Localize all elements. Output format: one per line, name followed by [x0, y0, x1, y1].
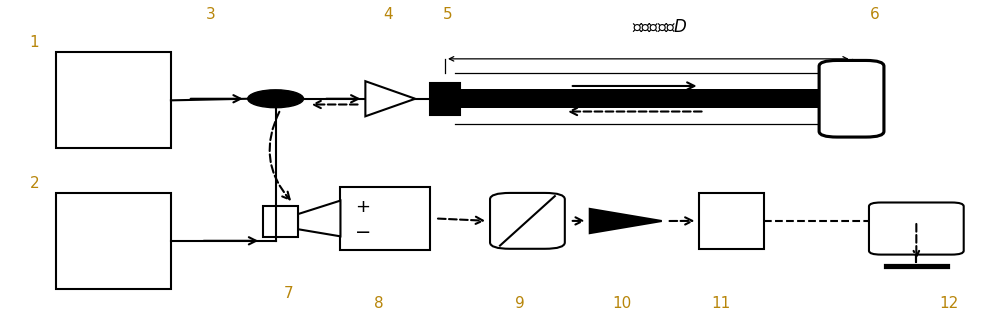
FancyBboxPatch shape	[490, 193, 565, 249]
Bar	[56, 193, 171, 289]
Bar	[699, 193, 764, 249]
Text: 8: 8	[374, 296, 383, 310]
Bar	[56, 52, 171, 148]
Polygon shape	[590, 209, 662, 233]
Text: +: +	[355, 198, 370, 216]
Text: 1: 1	[29, 35, 39, 50]
Text: 4: 4	[383, 7, 393, 22]
Bar	[460, 89, 819, 108]
Text: −: −	[355, 223, 371, 242]
Text: 11: 11	[712, 296, 731, 310]
Polygon shape	[365, 81, 415, 116]
Text: 5: 5	[443, 7, 453, 22]
Text: 6: 6	[870, 7, 880, 22]
Text: 12: 12	[939, 296, 958, 310]
Text: 目标距离：$D$: 目标距离：$D$	[632, 18, 688, 36]
Bar	[340, 186, 430, 251]
Text: 7: 7	[284, 286, 293, 301]
Bar	[263, 206, 298, 237]
Text: 3: 3	[206, 7, 216, 22]
Bar	[430, 83, 460, 115]
Text: 2: 2	[29, 176, 39, 191]
Circle shape	[248, 90, 304, 108]
Text: 10: 10	[612, 296, 631, 310]
Text: 9: 9	[515, 296, 525, 310]
Polygon shape	[298, 201, 340, 236]
FancyBboxPatch shape	[869, 203, 964, 255]
FancyBboxPatch shape	[819, 61, 884, 137]
